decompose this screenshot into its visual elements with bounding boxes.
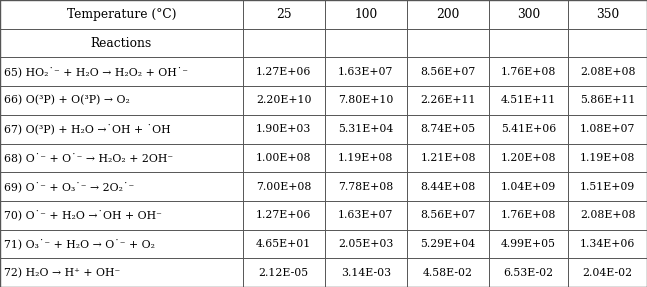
- Text: 1.76E+08: 1.76E+08: [501, 210, 556, 220]
- Text: 3.14E-03: 3.14E-03: [341, 268, 391, 278]
- Text: 65) HO₂˙⁻ + H₂O → H₂O₂ + OH˙⁻: 65) HO₂˙⁻ + H₂O → H₂O₂ + OH˙⁻: [4, 66, 188, 77]
- Text: 5.31E+04: 5.31E+04: [338, 124, 393, 134]
- Text: 8.44E+08: 8.44E+08: [421, 182, 476, 191]
- Text: 68) O˙⁻ + O˙⁻ → H₂O₂ + 2OH⁻: 68) O˙⁻ + O˙⁻ → H₂O₂ + 2OH⁻: [4, 152, 173, 163]
- Text: 69) O˙⁻ + O₃˙⁻ → 2O₂˙⁻: 69) O˙⁻ + O₃˙⁻ → 2O₂˙⁻: [4, 181, 134, 192]
- Text: 4.58E-02: 4.58E-02: [423, 268, 473, 278]
- Text: 1.08E+07: 1.08E+07: [580, 124, 635, 134]
- Text: 72) H₂O → H⁺ + OH⁻: 72) H₂O → H⁺ + OH⁻: [4, 267, 120, 278]
- Text: 300: 300: [517, 8, 540, 21]
- Text: 1.51E+09: 1.51E+09: [580, 182, 635, 191]
- Text: 4.99E+05: 4.99E+05: [501, 239, 556, 249]
- Text: 2.05E+03: 2.05E+03: [338, 239, 393, 249]
- Text: 70) O˙⁻ + H₂O →˙OH + OH⁻: 70) O˙⁻ + H₂O →˙OH + OH⁻: [4, 210, 162, 221]
- Text: 1.19E+08: 1.19E+08: [338, 153, 393, 163]
- Text: 71) O₃˙⁻ + H₂O → O˙⁻ + O₂: 71) O₃˙⁻ + H₂O → O˙⁻ + O₂: [4, 238, 155, 249]
- Text: 7.80E+10: 7.80E+10: [338, 96, 393, 105]
- Text: Temperature (°C): Temperature (°C): [67, 8, 176, 21]
- Text: 2.20E+10: 2.20E+10: [256, 96, 311, 105]
- Text: 1.00E+08: 1.00E+08: [256, 153, 311, 163]
- Text: Reactions: Reactions: [91, 36, 152, 50]
- Text: 4.65E+01: 4.65E+01: [256, 239, 311, 249]
- Text: 8.74E+05: 8.74E+05: [421, 124, 476, 134]
- Text: 1.63E+07: 1.63E+07: [338, 67, 393, 77]
- Text: 2.08E+08: 2.08E+08: [580, 67, 635, 77]
- Text: 25: 25: [276, 8, 292, 21]
- Text: 1.90E+03: 1.90E+03: [256, 124, 311, 134]
- Text: 7.00E+08: 7.00E+08: [256, 182, 311, 191]
- Text: 1.19E+08: 1.19E+08: [580, 153, 635, 163]
- Text: 1.27E+06: 1.27E+06: [256, 67, 311, 77]
- Text: 5.86E+11: 5.86E+11: [580, 96, 635, 105]
- Text: 350: 350: [596, 8, 619, 21]
- Text: 2.08E+08: 2.08E+08: [580, 210, 635, 220]
- Text: 7.78E+08: 7.78E+08: [338, 182, 393, 191]
- Text: 1.04E+09: 1.04E+09: [501, 182, 556, 191]
- Text: 5.41E+06: 5.41E+06: [501, 124, 556, 134]
- Text: 1.34E+06: 1.34E+06: [580, 239, 635, 249]
- Text: 1.63E+07: 1.63E+07: [338, 210, 393, 220]
- Text: 1.21E+08: 1.21E+08: [421, 153, 476, 163]
- Text: 8.56E+07: 8.56E+07: [421, 210, 476, 220]
- Text: 2.12E-05: 2.12E-05: [259, 268, 309, 278]
- Text: 1.20E+08: 1.20E+08: [501, 153, 556, 163]
- Text: 200: 200: [436, 8, 460, 21]
- Text: 5.29E+04: 5.29E+04: [421, 239, 476, 249]
- Text: 6.53E-02: 6.53E-02: [503, 268, 554, 278]
- Text: 100: 100: [355, 8, 377, 21]
- Text: 1.27E+06: 1.27E+06: [256, 210, 311, 220]
- Text: 67) O(³P) + H₂O →˙OH + ˙OH: 67) O(³P) + H₂O →˙OH + ˙OH: [4, 124, 171, 135]
- Text: 1.76E+08: 1.76E+08: [501, 67, 556, 77]
- Text: 4.51E+11: 4.51E+11: [501, 96, 556, 105]
- Text: 2.26E+11: 2.26E+11: [421, 96, 476, 105]
- Text: 66) O(³P) + O(³P) → O₂: 66) O(³P) + O(³P) → O₂: [4, 95, 130, 106]
- Text: 2.04E-02: 2.04E-02: [582, 268, 633, 278]
- Text: 8.56E+07: 8.56E+07: [421, 67, 476, 77]
